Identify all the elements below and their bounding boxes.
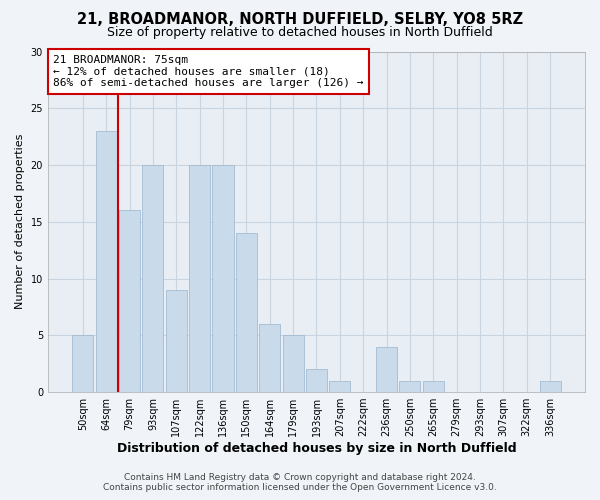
- Text: 21 BROADMANOR: 75sqm
← 12% of detached houses are smaller (18)
86% of semi-detac: 21 BROADMANOR: 75sqm ← 12% of detached h…: [53, 55, 364, 88]
- Bar: [142, 165, 163, 392]
- Bar: [259, 324, 280, 392]
- Bar: [400, 380, 421, 392]
- Bar: [376, 346, 397, 392]
- Bar: [236, 233, 257, 392]
- Bar: [539, 380, 560, 392]
- Text: 21, BROADMANOR, NORTH DUFFIELD, SELBY, YO8 5RZ: 21, BROADMANOR, NORTH DUFFIELD, SELBY, Y…: [77, 12, 523, 28]
- Bar: [119, 210, 140, 392]
- Bar: [166, 290, 187, 392]
- Bar: [95, 131, 117, 392]
- Text: Size of property relative to detached houses in North Duffield: Size of property relative to detached ho…: [107, 26, 493, 39]
- Text: Contains HM Land Registry data © Crown copyright and database right 2024.
Contai: Contains HM Land Registry data © Crown c…: [103, 473, 497, 492]
- Bar: [423, 380, 444, 392]
- Bar: [212, 165, 233, 392]
- Y-axis label: Number of detached properties: Number of detached properties: [15, 134, 25, 310]
- Bar: [283, 336, 304, 392]
- Bar: [306, 370, 327, 392]
- Bar: [189, 165, 210, 392]
- X-axis label: Distribution of detached houses by size in North Duffield: Distribution of detached houses by size …: [116, 442, 516, 455]
- Bar: [329, 380, 350, 392]
- Bar: [73, 336, 94, 392]
